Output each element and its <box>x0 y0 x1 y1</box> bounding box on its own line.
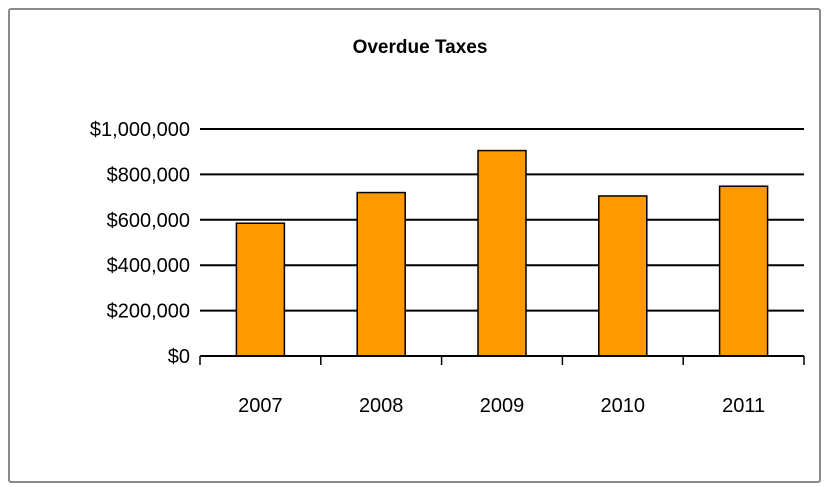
x-tick-label: 2008 <box>359 395 404 417</box>
bars <box>236 151 767 356</box>
bar <box>357 193 405 356</box>
bar <box>720 186 768 356</box>
x-tick-label: 2007 <box>238 395 283 417</box>
y-tick-label: $200,000 <box>107 301 190 323</box>
y-tick-label: $0 <box>168 346 190 368</box>
x-tick-label: 2009 <box>480 395 525 417</box>
x-tick-label: 2011 <box>722 395 765 417</box>
x-axis <box>200 356 804 365</box>
y-axis-labels: $0 $200,000 $400,000 $600,000 $800,000 $1,000… <box>90 119 190 368</box>
y-tick-label: $600,000 <box>107 210 190 232</box>
bar <box>599 196 647 356</box>
bar <box>478 151 526 356</box>
x-axis-labels: 2007 2008 2009 2010 2011 <box>238 395 765 417</box>
y-tick-label: $400,000 <box>107 255 190 277</box>
y-tick-label: $1,000,000 <box>90 119 190 141</box>
bar <box>236 223 284 356</box>
chart-title: Overdue Taxes <box>353 37 488 58</box>
x-tick-label: 2010 <box>601 395 646 417</box>
y-tick-label: $800,000 <box>107 164 190 186</box>
